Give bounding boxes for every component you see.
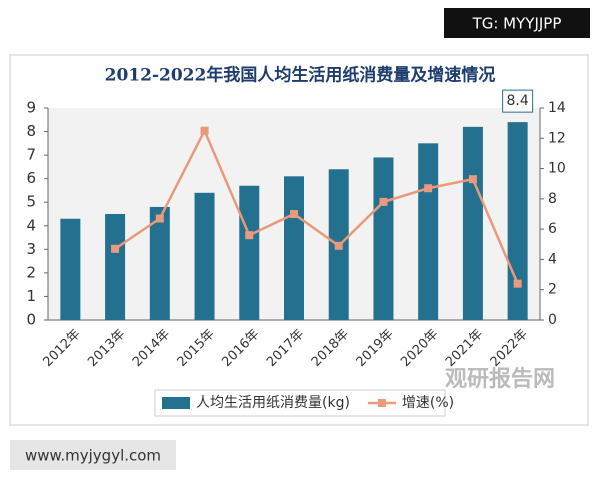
y-tick-label: 3 [26,240,36,258]
y2-tick-label: 8 [548,191,557,207]
line-marker [379,197,388,206]
x-tick-label: 2017年 [264,327,307,370]
x-tick-label: 2014年 [130,327,173,370]
y2-tick-label: 2 [548,282,557,298]
line-marker [155,214,164,223]
y-tick-label: 7 [26,146,36,164]
x-tick-label: 2019年 [354,327,397,370]
y2-tick-label: 14 [548,100,566,116]
y-tick-label: 1 [26,287,36,305]
line-marker [245,231,254,240]
y2-tick-label: 4 [548,251,557,267]
watermark-box [444,8,590,38]
legend-swatch [377,399,386,407]
y-tick-label: 6 [26,169,36,187]
line-marker [111,244,120,253]
x-tick-label: 2021年 [443,327,486,370]
bar [239,185,260,320]
bar [105,214,126,320]
y2-tick-label: 0 [548,312,557,328]
y-tick-label: 9 [26,99,36,117]
x-tick-label: 2016年 [219,327,262,370]
line [114,127,519,285]
y2-tick-label: 6 [548,221,557,237]
chart-frame [9,54,589,426]
bar [60,218,81,320]
bar [194,192,215,320]
bar [284,176,304,320]
line-marker [424,184,433,193]
x-tick-label: 2020年 [398,327,441,370]
x-tick-label: 2013年 [85,327,128,370]
y2-tick-label: 10 [548,161,566,177]
line-marker [513,279,522,288]
y2-tick-label: 12 [548,130,566,146]
y-tick-label: 4 [26,216,36,234]
line-marker [334,241,343,250]
data-label-box [502,89,534,113]
legend-frame [154,389,446,417]
watermark: www.myjygyl.com [25,447,161,465]
legend-label: 增速(%) [402,395,454,411]
x-tick-label: 2015年 [175,327,218,370]
watermark: TG: MYYJJPP [472,15,562,33]
y-tick-label: 5 [26,193,36,211]
bar [149,206,170,320]
legend-swatch [162,397,190,409]
x-tick-label: 2018年 [309,327,352,370]
chart-title: 2012-2022年我国人均生活用纸消费量及增速情况 [105,65,496,86]
watermark-box [10,440,176,470]
line-marker [200,126,209,135]
bar [462,126,483,320]
data-label: 8.4 [507,93,529,109]
bar [373,157,394,320]
y-tick-label: 0 [26,311,36,329]
x-tick-label: 2022年 [488,327,531,370]
legend-label: 人均生活用纸消费量(kg) [196,395,350,411]
watermark: 观研报告网 [445,367,555,392]
x-tick-label: 2012年 [40,327,83,370]
line-marker [468,175,477,184]
y-tick-label: 2 [26,263,36,281]
y-tick-label: 8 [26,122,36,140]
bar [418,143,439,320]
bar [507,122,528,320]
line-marker [290,210,298,218]
